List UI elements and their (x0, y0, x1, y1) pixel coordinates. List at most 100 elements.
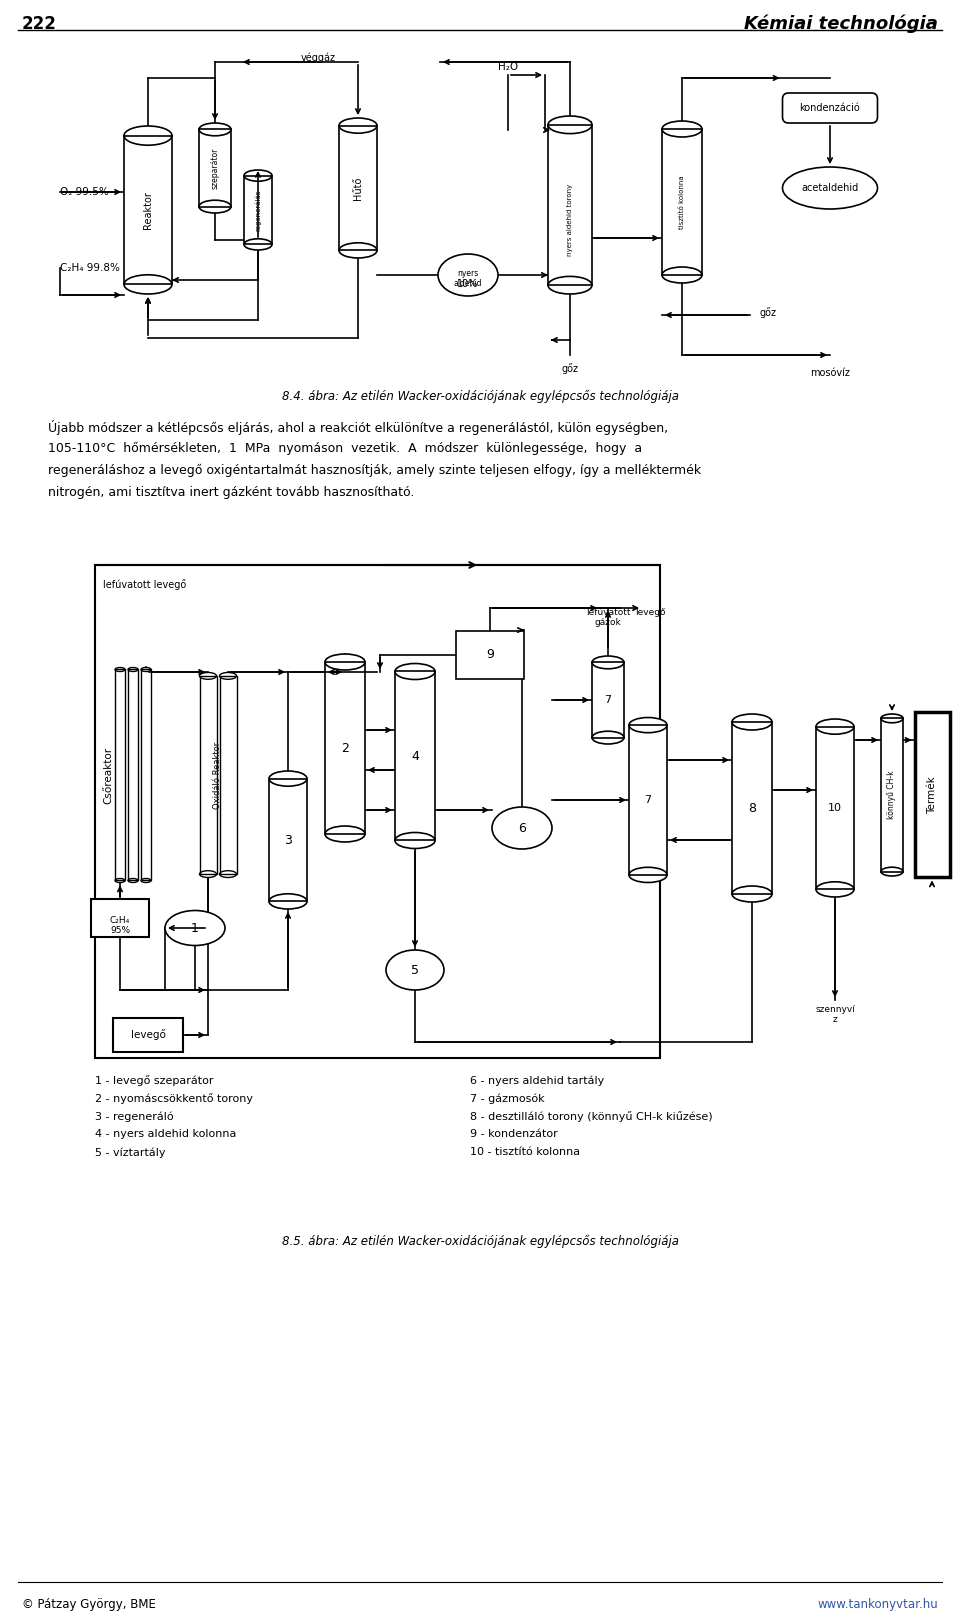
Text: Oxidáló Reaktor: Oxidáló Reaktor (213, 741, 223, 808)
Bar (113, 1019, 183, 1053)
Text: 7: 7 (644, 796, 652, 805)
Ellipse shape (732, 715, 772, 729)
Text: © Pátzay György, BME: © Pátzay György, BME (22, 1598, 156, 1611)
Text: 105-110°C  hőmérsékleten,  1  MPa  nyomáson  vezetik.  A  módszer  különlegesség: 105-110°C hőmérsékleten, 1 MPa nyomáson … (48, 441, 642, 454)
Text: 6 - nyers aldehid tartály: 6 - nyers aldehid tartály (470, 1075, 604, 1085)
Text: könnyű CH-k: könnyű CH-k (887, 771, 897, 820)
Text: nyers aldehid torony: nyers aldehid torony (567, 184, 573, 255)
Ellipse shape (244, 170, 272, 181)
Ellipse shape (662, 267, 702, 283)
Bar (629, 724, 667, 875)
Text: 1: 1 (191, 922, 199, 935)
Bar (128, 669, 138, 881)
Ellipse shape (124, 126, 172, 146)
Ellipse shape (128, 878, 138, 883)
Text: 7 - gázmosók: 7 - gázmosók (470, 1093, 544, 1103)
Text: Reaktor: Reaktor (143, 191, 153, 230)
Bar (395, 671, 435, 841)
Bar (244, 176, 272, 244)
Text: 10: 10 (828, 804, 842, 813)
Text: O₂ 99.5%: O₂ 99.5% (60, 188, 108, 197)
Bar (199, 129, 231, 207)
Ellipse shape (732, 886, 772, 902)
Bar (732, 723, 772, 894)
Text: lefúvatott
gázok: lefúvatott gázok (586, 608, 631, 627)
Ellipse shape (438, 254, 498, 296)
Text: Kémiai technológia: Kémiai technológia (744, 15, 938, 34)
Bar (881, 718, 903, 872)
Bar (220, 676, 236, 875)
Ellipse shape (325, 653, 365, 669)
Bar (548, 125, 592, 285)
Ellipse shape (816, 881, 854, 897)
Ellipse shape (269, 771, 307, 786)
Text: 9 - kondenzátor: 9 - kondenzátor (470, 1129, 558, 1138)
Bar (816, 726, 854, 889)
Text: www.tankonyvtar.hu: www.tankonyvtar.hu (817, 1598, 938, 1611)
Text: 1 - levegő szeparátor: 1 - levegő szeparátor (95, 1075, 213, 1087)
Bar (115, 669, 125, 881)
Ellipse shape (629, 718, 667, 733)
Text: 4 - nyers aldehid kolonna: 4 - nyers aldehid kolonna (95, 1129, 236, 1138)
Ellipse shape (592, 657, 624, 669)
Text: gőz: gőz (562, 362, 579, 374)
Bar (269, 779, 307, 901)
Bar (881, 718, 903, 872)
Bar (141, 669, 151, 881)
Text: 2 - nyomáscsökkentő torony: 2 - nyomáscsökkentő torony (95, 1093, 253, 1104)
Ellipse shape (220, 673, 236, 679)
Bar (339, 126, 377, 251)
Ellipse shape (592, 731, 624, 744)
Bar (915, 713, 949, 878)
Bar (200, 676, 217, 875)
Bar (732, 723, 772, 894)
Ellipse shape (115, 668, 125, 671)
Ellipse shape (881, 715, 903, 723)
Bar (244, 176, 272, 244)
Bar (124, 136, 172, 285)
Text: 7: 7 (605, 695, 612, 705)
Text: kondenzáció: kondenzáció (800, 103, 860, 113)
Ellipse shape (124, 275, 172, 294)
Text: 8.4. ábra: Az etilén Wacker-oxidációjának egylépcsős technológiája: 8.4. ábra: Az etilén Wacker-oxidációjána… (281, 390, 679, 403)
Ellipse shape (816, 720, 854, 734)
Text: Termék: Termék (927, 776, 937, 813)
Bar (592, 663, 624, 737)
Bar (95, 564, 660, 1058)
Text: 8 - desztilláló torony (könnyű CH-k kiűzése): 8 - desztilláló torony (könnyű CH-k kiűz… (470, 1111, 712, 1122)
Text: tisztító kolonna: tisztító kolonna (679, 175, 685, 230)
Bar (662, 129, 702, 275)
Text: 2: 2 (341, 742, 348, 755)
Text: H₂O: H₂O (498, 61, 518, 73)
Text: C₂H₄
95%: C₂H₄ 95% (109, 915, 131, 935)
Bar (141, 669, 151, 881)
Text: szeparátor: szeparátor (210, 147, 220, 189)
Ellipse shape (199, 123, 231, 136)
Ellipse shape (395, 663, 435, 679)
Bar (269, 779, 307, 901)
Text: nitrogén, ami tisztítva inert gázként tovább hasznosítható.: nitrogén, ami tisztítva inert gázként to… (48, 487, 415, 500)
Ellipse shape (548, 116, 592, 134)
Text: 3 - regeneráló: 3 - regeneráló (95, 1111, 174, 1122)
Text: levegő: levegő (131, 1030, 165, 1040)
Text: 9: 9 (486, 648, 494, 661)
Ellipse shape (141, 878, 151, 883)
Ellipse shape (339, 118, 377, 133)
Bar (816, 726, 854, 889)
Ellipse shape (200, 673, 217, 679)
Bar (91, 899, 149, 936)
Text: gőz: gőz (760, 307, 777, 319)
Bar (395, 671, 435, 841)
Ellipse shape (629, 867, 667, 883)
Text: 8: 8 (748, 802, 756, 815)
Ellipse shape (325, 826, 365, 842)
Bar (124, 136, 172, 285)
Bar (548, 125, 592, 285)
Ellipse shape (782, 167, 877, 209)
Bar (128, 669, 138, 881)
Text: regenerálás: regenerálás (254, 189, 261, 231)
Ellipse shape (200, 870, 217, 878)
Text: 5 - víztartály: 5 - víztartály (95, 1146, 165, 1158)
Text: 10 - tisztító kolonna: 10 - tisztító kolonna (470, 1146, 580, 1158)
Ellipse shape (165, 910, 225, 946)
